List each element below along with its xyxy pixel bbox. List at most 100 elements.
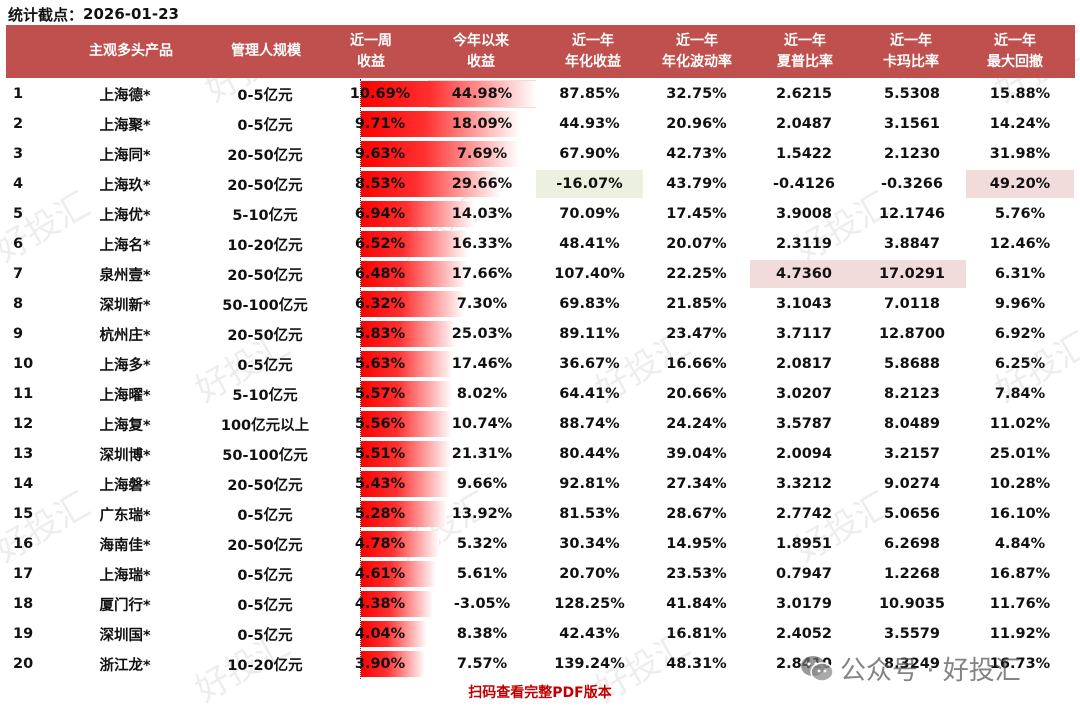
scale-cell: 0-5亿元	[237, 357, 293, 374]
rank-cell: 7	[13, 266, 24, 282]
calmar-cell: 7.0118	[884, 296, 940, 312]
rank-cell: 20	[13, 656, 34, 672]
ann-vol-cell: 39.04%	[666, 446, 727, 462]
week-return-bar	[361, 561, 436, 587]
sharpe-cell: 3.9008	[776, 206, 832, 222]
ytd-return-cell: 25.03%	[451, 326, 513, 342]
highlight-sharpe	[750, 260, 858, 288]
max-drawdown-cell: 49.20%	[989, 176, 1051, 192]
ytd-return-cell: 9.66%	[456, 476, 508, 492]
product-cell: 上海复*	[99, 417, 151, 434]
week-return-cell: 5.51%	[354, 446, 406, 462]
ann-return-cell: 67.90%	[559, 146, 620, 162]
rank-cell: 2	[13, 116, 24, 132]
rank-cell: 19	[13, 626, 34, 642]
scan-qr-note: 扫码查看完整PDF版本	[468, 685, 612, 701]
ytd-return-cell: 18.09%	[451, 116, 513, 132]
ann-return-cell: 44.93%	[559, 116, 620, 132]
ann-return-cell: 70.09%	[559, 206, 620, 222]
table-row: 12 上海复* 100亿元以上 5.56% 10.74% 88.74% 24.2…	[0, 409, 1080, 439]
col-header-calmar: 近一年 卡玛比率	[883, 32, 939, 70]
week-return-cell: 9.63%	[354, 146, 406, 162]
scale-cell: 10-20亿元	[227, 237, 303, 254]
wechat-account-label: 公众号 · 好投汇	[840, 656, 1021, 686]
scale-cell: 50-100亿元	[222, 297, 308, 314]
ytd-return-cell: 5.61%	[456, 566, 508, 582]
week-return-bar	[361, 81, 536, 107]
max-drawdown-cell: 5.76%	[994, 206, 1046, 222]
calmar-cell: 3.1561	[884, 116, 940, 132]
ytd-return-cell: 5.32%	[456, 536, 508, 552]
col-header-ann-return: 近一年 年化收益	[565, 32, 621, 70]
week-return-cell: 6.94%	[354, 206, 406, 222]
product-cell: 上海瑞*	[99, 567, 151, 584]
table-row: 8 深圳新* 50-100亿元 6.32% 7.30% 69.83% 21.85…	[0, 289, 1080, 319]
ann-return-cell: 69.83%	[559, 296, 620, 312]
max-drawdown-cell: 31.98%	[989, 146, 1051, 162]
calmar-cell: 8.3249	[884, 656, 940, 672]
scale-cell: 20-50亿元	[227, 327, 303, 344]
week-return-cell: 4.78%	[354, 536, 406, 552]
ytd-return-cell: 7.57%	[456, 656, 508, 672]
max-drawdown-cell: 16.10%	[989, 506, 1051, 522]
scale-cell: 0-5亿元	[237, 567, 293, 584]
ann-return-cell: 36.67%	[559, 356, 620, 372]
ann-return-cell: 89.11%	[559, 326, 620, 342]
week-return-cell: 5.56%	[354, 416, 406, 432]
rank-cell: 5	[13, 206, 24, 222]
ann-vol-cell: 23.53%	[666, 566, 727, 582]
sharpe-cell: 2.6215	[776, 86, 832, 102]
table-row: 17 上海瑞* 0-5亿元 4.61% 5.61% 20.70% 23.53% …	[0, 559, 1080, 589]
week-return-cell: 5.28%	[354, 506, 406, 522]
table-row: 6 上海名* 10-20亿元 6.52% 16.33% 48.41% 20.07…	[0, 229, 1080, 259]
product-cell: 上海磐*	[99, 477, 151, 494]
sharpe-cell: 3.0207	[776, 386, 832, 402]
ann-vol-cell: 16.81%	[666, 626, 727, 642]
calmar-cell: 12.8700	[878, 326, 946, 342]
rank-cell: 1	[13, 86, 24, 102]
ytd-return-cell: 10.74%	[451, 416, 513, 432]
week-return-bar	[361, 411, 452, 437]
max-drawdown-cell: 11.02%	[989, 416, 1051, 432]
sharpe-cell: 2.7742	[776, 506, 832, 522]
col-header-product: 主观多头产品	[89, 43, 173, 59]
product-cell: 泉州壹*	[99, 267, 151, 284]
col-header-sharpe: 近一年 夏普比率	[777, 32, 833, 70]
product-cell: 上海名*	[99, 237, 151, 254]
ytd-return-cell: 16.33%	[451, 236, 513, 252]
rank-cell: 3	[13, 146, 24, 162]
table-row: 3 上海同* 20-50亿元 9.63% 7.69% 67.90% 42.73%…	[0, 139, 1080, 169]
ytd-return-cell: 21.31%	[451, 446, 513, 462]
table-row: 18 厦门行* 0-5亿元 4.38% -3.05% 128.25% 41.84…	[0, 589, 1080, 619]
week-return-bar	[361, 621, 427, 647]
week-return-bar	[361, 501, 447, 527]
sharpe-cell: 3.1043	[776, 296, 832, 312]
week-return-cell: 5.57%	[354, 386, 406, 402]
col-header-scale: 管理人规模	[231, 43, 301, 59]
scale-cell: 0-5亿元	[237, 597, 293, 614]
table-row: 2 上海聚* 0-5亿元 9.71% 18.09% 44.93% 20.96% …	[0, 109, 1080, 139]
product-cell: 深圳新*	[99, 297, 151, 314]
ytd-return-cell: 8.02%	[456, 386, 508, 402]
max-drawdown-cell: 15.88%	[989, 86, 1051, 102]
ytd-return-cell: 14.03%	[451, 206, 513, 222]
product-cell: 上海优*	[99, 207, 151, 224]
week-return-cell: 9.71%	[354, 116, 406, 132]
ann-return-cell: 80.44%	[559, 446, 620, 462]
ann-vol-cell: 22.25%	[666, 266, 727, 282]
ann-vol-cell: 28.67%	[666, 506, 727, 522]
max-drawdown-cell: 25.01%	[989, 446, 1051, 462]
week-return-cell: 6.52%	[354, 236, 406, 252]
rank-cell: 8	[13, 296, 24, 312]
highlight-ann_ret	[536, 170, 643, 198]
ytd-return-cell: 17.66%	[451, 266, 513, 282]
ann-vol-cell: 20.96%	[666, 116, 727, 132]
col-header-ytd-return: 今年以来 收益	[453, 32, 509, 70]
product-cell: 上海多*	[99, 357, 151, 374]
product-cell: 深圳国*	[99, 627, 151, 644]
sharpe-cell: 4.7360	[776, 266, 832, 282]
max-drawdown-cell: 4.84%	[994, 536, 1046, 552]
week-return-bar	[361, 351, 453, 377]
ann-return-cell: 139.24%	[554, 656, 625, 672]
calmar-cell: 5.8688	[884, 356, 940, 372]
